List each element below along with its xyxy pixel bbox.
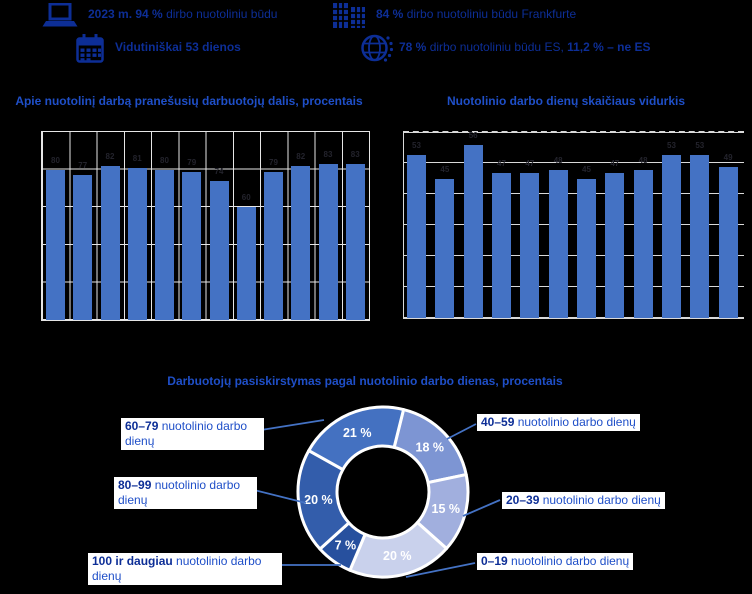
stat-text-segment: 78 %: [399, 40, 430, 54]
bar-data-label: 80: [51, 155, 60, 165]
bar-data-label: 49: [723, 152, 733, 162]
bar-data-label: 53: [695, 140, 705, 150]
callout-text: nuotolinio darbo dienų: [92, 554, 262, 583]
donut-segment-percentage: 15 %: [432, 502, 461, 516]
bar: [345, 164, 365, 320]
bar-data-label: 83: [350, 150, 360, 159]
bar-data-label: 82: [105, 151, 115, 161]
bar-data-label: 47: [525, 159, 535, 169]
donut-chart: 18 % 15 % 20 % 7 % 20 % 21 %: [296, 405, 470, 579]
bar: [264, 171, 283, 320]
stat-text-segment: 84 %: [376, 7, 407, 21]
bar-data-label: 80: [160, 155, 169, 165]
callout-range: 80–99: [118, 478, 152, 492]
bar: [463, 145, 483, 318]
callout-0-19: 0–19 nuotolinio darbo dienų: [477, 553, 634, 570]
stat-remote-eu: 78 % dirbo nuotoliniu būdu ES, 11,2 % – …: [399, 40, 651, 54]
left-bar-chart-plot: 80 77 82 81 80 79 74 60 79 82 83 83: [41, 131, 370, 321]
bar-data-label: 77: [78, 161, 88, 171]
bar-data-label: 83: [323, 150, 333, 159]
right-bar-chart-plot: 53 45 56 47 47 48 45 47 48 53 53 49: [403, 131, 744, 319]
callout-range: 0–19: [481, 554, 508, 568]
calendar-icon: [76, 34, 104, 63]
bar: [435, 179, 455, 318]
callout-text: nuotolinio darbo dienų: [539, 493, 661, 507]
donut-segment-percentage: 7 %: [335, 539, 357, 553]
stat-remote-share-2023: 2023 m. 94 % dirbo nuotoliniu būdu: [88, 7, 277, 21]
bar: [407, 154, 426, 318]
stat-text-segment: 2023 m. 94 %: [88, 7, 167, 21]
stat-text-segment: dirbo nuotoliniu būdu: [166, 7, 278, 21]
bar: [548, 170, 568, 318]
bar-data-label: 47: [497, 159, 506, 169]
bar-data-label: 45: [582, 165, 591, 175]
bar: [209, 180, 229, 320]
callout-range: 40–59: [481, 415, 515, 429]
stat-text-segment: Vidutiniškai 53 dienos: [115, 40, 241, 54]
bar-data-label: 47: [610, 159, 620, 169]
donut-chart-title: Darbuotojų pasiskirstymas pagal nuotolin…: [167, 374, 563, 388]
bar-data-label: 45: [440, 165, 450, 175]
bar: [100, 165, 120, 320]
bar: [236, 207, 256, 320]
bar-data-label: 53: [412, 140, 421, 150]
donut-segment-percentage: 20 %: [304, 493, 333, 507]
bar: [605, 173, 625, 318]
donut-segment: [307, 405, 406, 472]
callout-100-plus: 100 ir daugiau nuotolinio darbo dienų: [88, 553, 282, 585]
bar: [633, 170, 653, 318]
stat-remote-frankfurt: 84 % dirbo nuotoliniu būdu Frankfurte: [376, 7, 576, 21]
bar: [520, 173, 540, 318]
building-icon: [333, 3, 365, 28]
stat-text-segment: dirbo nuotoliniu būdu ES,: [429, 40, 568, 54]
callout-range: 60–79: [125, 419, 159, 433]
bar: [127, 167, 147, 320]
bar-data-label: 56: [468, 131, 478, 141]
bar-data-label: 60: [241, 193, 251, 203]
callout-80-99: 80–99 nuotolinio darbo dienų: [114, 477, 257, 509]
callout-text: nuotolinio darbo dienų: [125, 419, 248, 448]
donut-segment-percentage: 20 %: [383, 549, 412, 563]
callout-60-79: 60–79 nuotolinio darbo dienų: [121, 418, 264, 450]
bar: [155, 169, 174, 320]
right-chart-title: Nuotolinio darbo dienų skaičiaus vidurki…: [446, 94, 686, 108]
callout-text: nuotolinio darbo dienų: [514, 415, 636, 429]
bar-data-label: 74: [214, 166, 224, 176]
callout-range: 100 ir daugiau: [92, 554, 173, 568]
bar: [46, 169, 65, 320]
callout-40-59: 40–59 nuotolinio darbo dienų: [477, 414, 640, 431]
bar: [318, 164, 338, 320]
bar-data-label: 82: [296, 151, 306, 161]
bar: [661, 154, 681, 318]
bar-data-label: 79: [187, 157, 197, 167]
bar: [690, 154, 710, 318]
bar: [491, 173, 511, 318]
bar: [291, 165, 311, 320]
callout-20-39: 20–39 nuotolinio darbo dienų: [502, 492, 665, 509]
bar: [576, 179, 596, 318]
donut-segment-percentage: 18 %: [416, 440, 445, 454]
bar-data-label: 53: [667, 140, 676, 150]
bar: [73, 175, 93, 320]
stat-text-segment: 11,2 % – ne ES: [567, 40, 651, 54]
callout-text: nuotolinio darbo dienų: [507, 554, 630, 568]
left-chart-title: Apie nuotolinį darbą pranešusių darbuoto…: [15, 94, 363, 108]
stat-average-days: Vidutiniškai 53 dienos: [115, 40, 241, 54]
callout-range: 20–39: [506, 493, 540, 507]
callout-text: nuotolinio darbo dienų: [118, 478, 241, 507]
bar-data-label: 48: [553, 156, 563, 165]
donut-segment-percentage: 21 %: [343, 426, 372, 440]
bar-data-label: 48: [638, 156, 648, 165]
bar: [718, 166, 738, 318]
bar: [182, 171, 202, 320]
bar-data-label: 79: [269, 157, 278, 167]
bar-data-label: 81: [132, 153, 142, 163]
stat-text-segment: dirbo nuotoliniu būdu Frankfurte: [406, 7, 577, 21]
laptop-icon: [42, 3, 78, 27]
globe-eu-icon: [361, 34, 393, 62]
